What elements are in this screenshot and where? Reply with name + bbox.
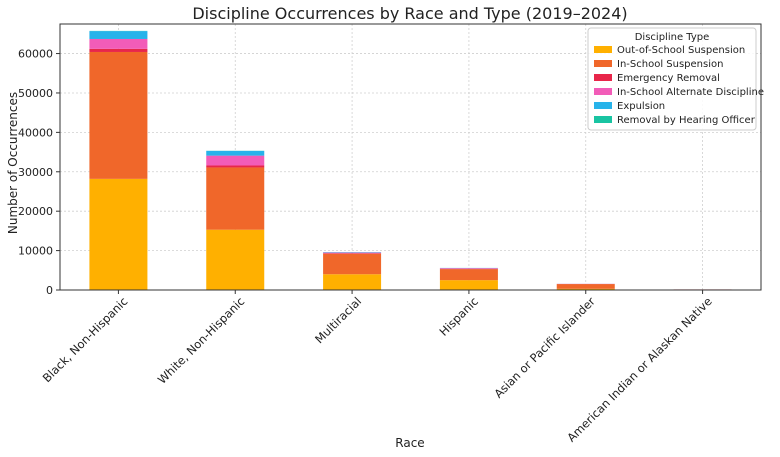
bar-segment [206, 150, 265, 156]
legend-swatch [594, 74, 612, 81]
bar-segment [323, 252, 382, 254]
legend: Discipline Type Out-of-School Suspension… [587, 27, 764, 131]
bar-segment [89, 48, 148, 52]
legend-entry: Out-of-School Suspension [617, 45, 745, 56]
legend-entry: Emergency Removal [617, 73, 720, 84]
chart-title: Discipline Occurrences by Race and Type … [192, 4, 627, 23]
legend-entry: Expulsion [617, 101, 665, 112]
y-tick-label: 20000 [18, 205, 53, 218]
legend-swatch [594, 102, 612, 109]
bar-segment [556, 288, 615, 290]
x-tick-label: American Indian or Alaskan Native [564, 294, 714, 444]
bar-segment [89, 31, 148, 39]
legend-entry: In-School Suspension [617, 59, 723, 70]
y-tick-label: 30000 [18, 166, 53, 179]
y-tick-label: 40000 [18, 126, 53, 139]
bar-segment [323, 253, 382, 275]
x-tick-label: White, Non-Hispanic [155, 294, 248, 387]
legend-entry: Removal by Hearing Officer [617, 115, 756, 126]
x-tick-label: Asian or Pacific Islander [491, 294, 598, 401]
legend-swatch [594, 88, 612, 95]
bar-segment [206, 155, 265, 166]
legend-swatch [594, 116, 612, 123]
bar-segment [439, 269, 498, 281]
bar-segment [89, 51, 148, 179]
bar-segment [206, 165, 265, 168]
legend-entry: In-School Alternate Discipline [617, 87, 764, 98]
y-tick-label: 50000 [18, 87, 53, 100]
legend-swatch [594, 46, 612, 53]
bar-segment [206, 229, 265, 290]
y-axis-label: Number of Occurrences [6, 92, 20, 234]
bar-segment [323, 274, 382, 290]
x-tick-label: Hispanic [436, 294, 481, 339]
bar-segment [323, 253, 382, 254]
y-tick-label: 60000 [18, 48, 53, 61]
x-axis-label: Race [395, 436, 424, 450]
legend-title: Discipline Type [635, 32, 710, 43]
bars [89, 30, 732, 290]
bar-segment [439, 280, 498, 290]
x-tick-label: Black, Non-Hispanic [40, 294, 131, 385]
x-axis: Black, Non-Hispanic White, Non-Hispanic Mu… [40, 290, 715, 445]
bar-segment [89, 178, 148, 290]
legend-box [587, 27, 757, 131]
bar-segment [206, 167, 265, 230]
legend-swatch [594, 60, 612, 67]
y-axis: 0 10000 20000 30000 40000 50000 60000 [18, 48, 60, 297]
plot-frame [59, 23, 762, 291]
bar-segment [556, 284, 615, 289]
bar-segment [439, 268, 498, 269]
bar-segment [89, 38, 148, 49]
y-tick-label: 10000 [18, 245, 53, 258]
y-tick-label: 0 [46, 284, 53, 297]
x-tick-label: Multiracial [312, 294, 364, 346]
